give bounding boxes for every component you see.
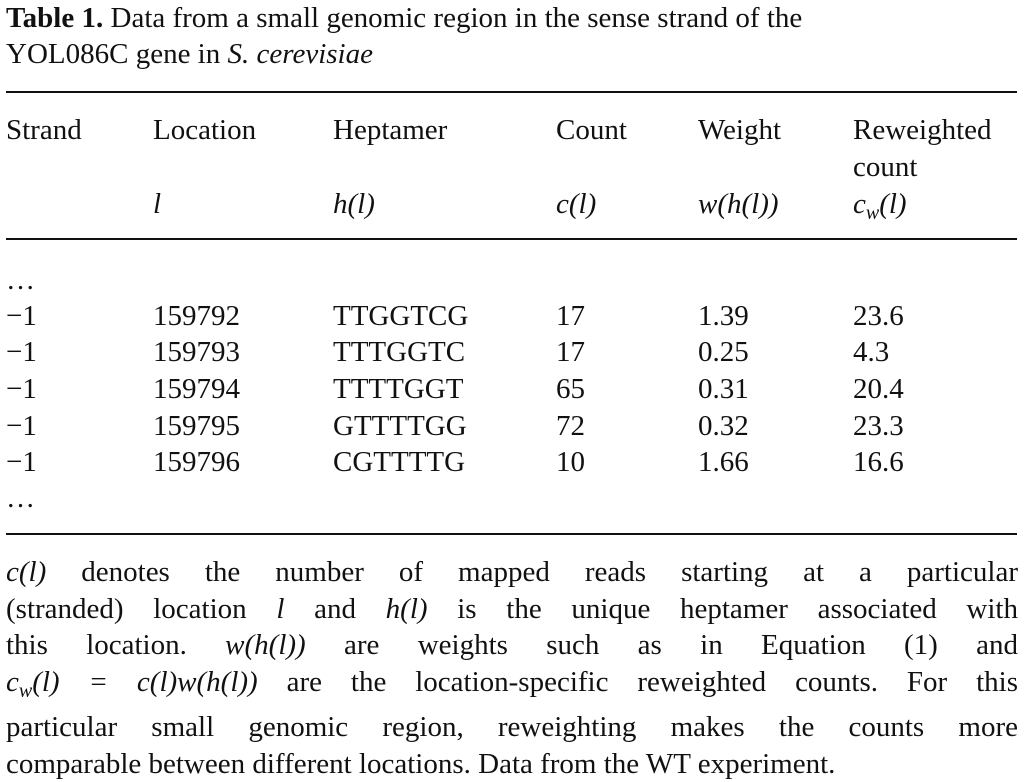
cell-heptamer: GTTTTGG [333, 410, 467, 442]
cell-weight: 0.25 [698, 336, 749, 368]
cell-heptamer: TTTTGGT [333, 373, 464, 405]
footnote-line: c(l) denotes the number of mapped reads … [6, 556, 1018, 588]
header-count: Count [556, 114, 627, 146]
cell-reweighted: 16.6 [853, 446, 904, 478]
cell-location: 159795 [153, 410, 240, 442]
caption-text-2: YOL086C gene in [6, 38, 221, 70]
cell-weight: 1.39 [698, 300, 749, 332]
table-header-rule [6, 238, 1017, 240]
cell-heptamer: CGTTTTG [333, 446, 466, 478]
table-footnote: c(l) denotes the number of mapped reads … [6, 554, 1018, 782]
cell-weight: 0.32 [698, 410, 749, 442]
cell-strand: −1 [6, 446, 37, 478]
table-bottom-rule [6, 533, 1017, 535]
cell-strand: −1 [6, 410, 37, 442]
table-top-rule [6, 91, 1017, 93]
cell-count: 72 [556, 410, 585, 442]
cell-location: 159793 [153, 336, 240, 368]
cell-reweighted: 4.3 [853, 336, 890, 368]
cell-location: 159792 [153, 300, 240, 332]
header-reweighted: Reweighted [853, 114, 992, 146]
cell-weight: 1.66 [698, 446, 749, 478]
cell-heptamer: TTGGTCG [333, 300, 469, 332]
table-caption: Table 1. Data from a small genomic regio… [6, 0, 1018, 72]
cell-reweighted: 23.6 [853, 300, 904, 332]
caption-species: S. cerevisiae [227, 38, 373, 70]
cell-count: 10 [556, 446, 585, 478]
cell-location: 159796 [153, 446, 240, 478]
cell-count: 17 [556, 336, 585, 368]
header-weight: Weight [698, 114, 782, 146]
caption-text: Data from a small genomic region in the … [110, 2, 803, 34]
symbol-location: l [153, 188, 162, 220]
cell-strand: −1 [6, 373, 37, 405]
symbol-reweighted: cw(l) [853, 188, 907, 224]
ellipsis-bottom: … [6, 482, 35, 514]
footnote-line: cw(l) = c(l)w(h(l)) are the location-spe… [6, 665, 1018, 702]
header-location: Location [153, 114, 257, 146]
header-reweighted-2: count [853, 151, 918, 183]
symbol-heptamer: h(l) [333, 188, 375, 220]
symbol-weight: w(h(l)) [698, 188, 779, 220]
footnote-line: comparable between different locations. … [6, 747, 836, 780]
cell-reweighted: 20.4 [853, 373, 904, 405]
cell-strand: −1 [6, 300, 37, 332]
cell-weight: 0.31 [698, 373, 749, 405]
footnote-line: (stranded) location l and h(l) is the un… [6, 592, 1018, 625]
cell-location: 159794 [153, 373, 240, 405]
header-heptamer: Heptamer [333, 114, 448, 146]
symbol-count: c(l) [556, 188, 597, 220]
ellipsis-top: … [6, 264, 35, 296]
footnote-line: this location. w(h(l)) are weights such … [6, 629, 1018, 661]
cell-count: 65 [556, 373, 585, 405]
cell-heptamer: TTTGGTC [333, 336, 466, 368]
cell-count: 17 [556, 300, 585, 332]
header-strand: Strand [6, 114, 82, 146]
cell-strand: −1 [6, 336, 37, 368]
caption-label: Table 1. [6, 2, 104, 34]
footnote-line: particular small genomic region, reweigh… [6, 711, 1018, 743]
cell-reweighted: 23.3 [853, 410, 904, 442]
